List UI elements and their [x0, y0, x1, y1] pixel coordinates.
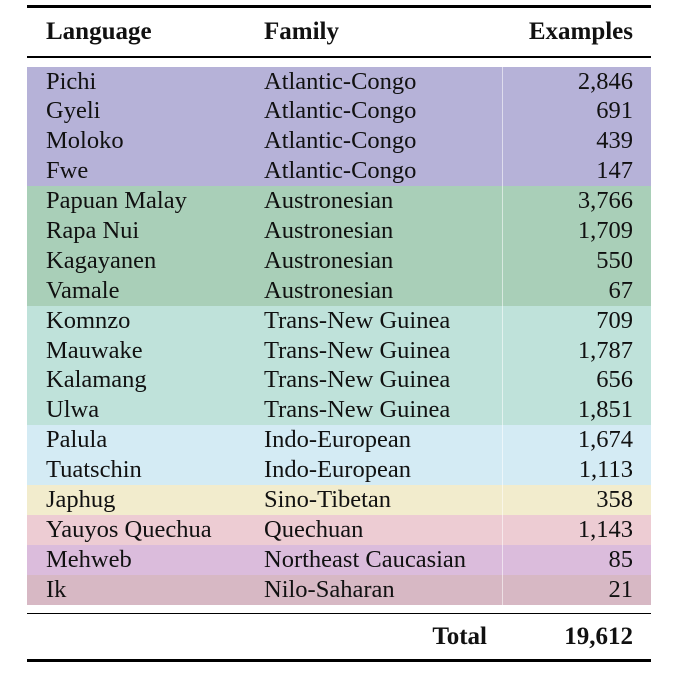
table-row: Mehweb Northeast Caucasian 85 — [27, 544, 651, 575]
table-row: Fwe Atlantic-Congo 147 — [27, 156, 651, 187]
cell-examples: 21 — [608, 575, 634, 603]
cell-family: Atlantic-Congo — [263, 96, 503, 127]
table-row: Pichi Atlantic-Congo 2,846 — [27, 66, 651, 97]
cell-examples: 358 — [596, 485, 633, 513]
cell-language: Kagayanen — [46, 246, 157, 274]
header-language: Language — [46, 18, 152, 45]
cell-family: Trans-New Guinea — [263, 335, 503, 366]
table-row: Gyeli Atlantic-Congo 691 — [27, 96, 651, 127]
cell-language: Mehweb — [46, 545, 132, 573]
cell-language: Rapa Nui — [46, 216, 140, 244]
table-row: Moloko Atlantic-Congo 439 — [27, 126, 651, 157]
cell-examples: 439 — [596, 127, 633, 155]
cell-examples: 1,674 — [577, 426, 633, 454]
table-row: Yauyos Quechua Quechuan 1,143 — [27, 514, 651, 545]
table-row: Papuan Malay Austronesian 3,766 — [27, 186, 651, 216]
top-rule — [27, 5, 651, 8]
cell-language: Moloko — [46, 127, 124, 155]
cell-family: Trans-New Guinea — [263, 395, 503, 426]
header-examples: Examples — [528, 18, 633, 45]
table-row: Japhug Sino-Tibetan 358 — [27, 484, 651, 515]
cell-examples: 1,787 — [577, 336, 633, 364]
cell-family: Atlantic-Congo — [263, 126, 503, 157]
cell-family: Nilo-Saharan — [263, 574, 503, 605]
cell-examples: 2,846 — [577, 67, 633, 95]
total-value: 19,612 — [564, 622, 633, 650]
cell-family: Austronesian — [263, 245, 503, 276]
cell-language: Kalamang — [46, 366, 147, 394]
cell-family: Trans-New Guinea — [263, 365, 503, 396]
table-row: Kagayanen Austronesian 550 — [27, 245, 651, 276]
total-row: Total 19,612 — [27, 614, 651, 659]
cell-family: Quechuan — [263, 514, 503, 545]
cell-language: Tuatschin — [46, 456, 142, 484]
language-table: Language Family Examples Pichi Atlantic-C… — [27, 5, 651, 663]
table-body: Pichi Atlantic-Congo 2,846 Gyeli Atlantic-Co… — [27, 66, 651, 605]
cell-language: Ulwa — [46, 396, 100, 424]
cell-family: Atlantic-Congo — [263, 156, 503, 187]
cell-language: Vamale — [46, 276, 120, 304]
table-row: Ik Nilo-Saharan 21 — [27, 574, 651, 605]
table-row: Komnzo Trans-New Guinea 709 — [27, 305, 651, 336]
cell-language: Ik — [46, 575, 67, 603]
table-row: Vamale Austronesian 67 — [27, 275, 651, 306]
cell-family: Austronesian — [263, 186, 503, 216]
total-rule — [27, 612, 651, 615]
cell-examples: 1,851 — [577, 396, 633, 424]
cell-family: Austronesian — [263, 215, 503, 246]
table-row: Rapa Nui Austronesian 1,709 — [27, 215, 651, 246]
cell-examples: 656 — [596, 366, 633, 394]
table-row: Tuatschin Indo-European 1,113 — [27, 455, 651, 485]
cell-language: Gyeli — [46, 97, 101, 125]
cell-language: Palula — [46, 426, 108, 454]
cell-language: Yauyos Quechua — [46, 515, 212, 543]
cell-language: Fwe — [46, 157, 89, 185]
cell-language: Pichi — [46, 67, 97, 95]
cell-language: Komnzo — [46, 306, 131, 334]
cell-examples: 550 — [596, 246, 633, 274]
cell-language: Japhug — [46, 485, 116, 513]
cell-family: Trans-New Guinea — [263, 305, 503, 336]
table-row: Kalamang Trans-New Guinea 656 — [27, 365, 651, 396]
table-row: Mauwake Trans-New Guinea 1,787 — [27, 335, 651, 366]
table-header: Language Family Examples — [27, 8, 651, 56]
cell-family: Sino-Tibetan — [263, 484, 503, 515]
cell-examples: 1,113 — [578, 456, 633, 484]
cell-language: Mauwake — [46, 336, 143, 364]
table-row: Ulwa Trans-New Guinea 1,851 — [27, 395, 651, 426]
header-rule — [27, 56, 651, 58]
table-row: Palula Indo-European 1,674 — [27, 425, 651, 456]
cell-examples: 85 — [608, 545, 634, 573]
cell-examples: 67 — [608, 276, 634, 304]
cell-family: Austronesian — [263, 275, 503, 306]
cell-family: Northeast Caucasian — [263, 544, 503, 575]
cell-family: Indo-European — [263, 425, 503, 456]
cell-examples: 1,143 — [577, 515, 633, 543]
cell-examples: 3,766 — [577, 187, 633, 215]
header-family: Family — [264, 18, 339, 45]
cell-family: Indo-European — [263, 455, 503, 485]
cell-language: Papuan Malay — [46, 187, 187, 215]
cell-examples: 709 — [596, 306, 633, 334]
total-label: Total — [432, 622, 487, 650]
cell-examples: 1,709 — [577, 216, 633, 244]
bottom-rule — [27, 659, 651, 663]
cell-examples: 147 — [596, 157, 633, 185]
cell-family: Atlantic-Congo — [263, 66, 503, 97]
cell-examples: 691 — [596, 97, 633, 125]
